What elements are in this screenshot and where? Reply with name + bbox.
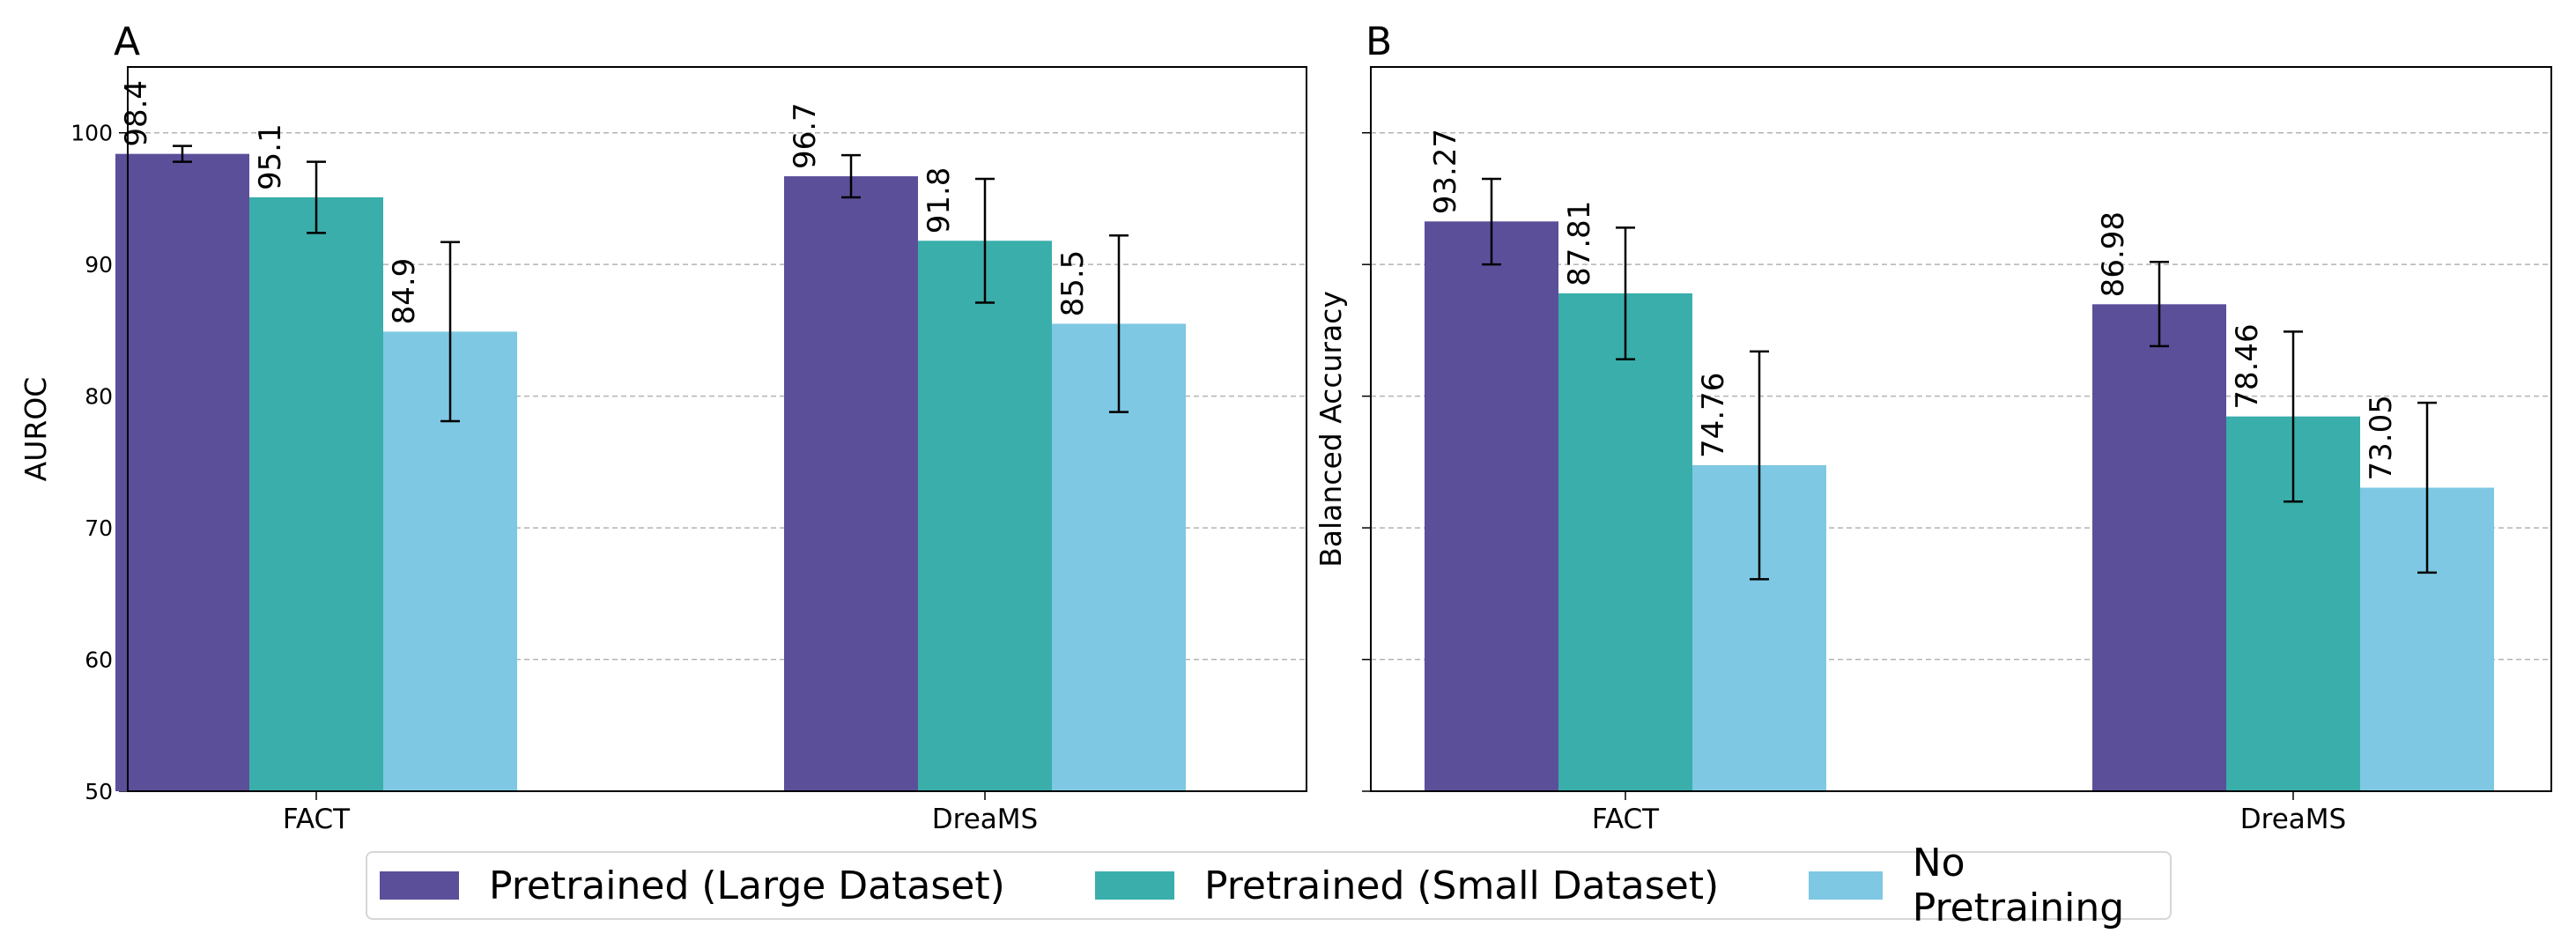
legend-label-large: Pretrained (Large Dataset) bbox=[489, 863, 1005, 908]
x-tick-label: DreaMS bbox=[2240, 804, 2346, 835]
legend-item-none: No Pretraining bbox=[1809, 841, 2170, 930]
bar-value-label: 73.05 bbox=[2364, 395, 2399, 480]
bar-value-label: 74.76 bbox=[1696, 373, 1731, 458]
legend-swatch-large bbox=[380, 871, 459, 900]
bar bbox=[115, 153, 249, 791]
legend-label-none: No Pretraining bbox=[1912, 841, 2125, 930]
bar-value-label: 87.81 bbox=[1562, 201, 1597, 286]
bar bbox=[918, 241, 1052, 791]
bar-value-label: 85.5 bbox=[1055, 250, 1091, 317]
y-axis-label: AUROC bbox=[19, 377, 53, 482]
x-tick-label: FACT bbox=[1592, 804, 1660, 835]
bar bbox=[784, 176, 918, 792]
bar bbox=[249, 196, 383, 791]
axes-frame bbox=[1370, 66, 2552, 792]
y-tick-label: 70 bbox=[85, 515, 113, 541]
bar-value-label: 96.7 bbox=[788, 102, 823, 169]
y-tick-label: 60 bbox=[85, 648, 113, 673]
bar bbox=[1425, 221, 1558, 791]
y-tick-label: 100 bbox=[70, 121, 113, 146]
y-tick-label: 80 bbox=[85, 384, 113, 410]
x-tick-label: FACT bbox=[283, 804, 351, 835]
bar-value-label: 84.9 bbox=[387, 258, 422, 325]
bar-value-label: 78.46 bbox=[2230, 323, 2265, 409]
bar-value-label: 91.8 bbox=[922, 167, 957, 234]
bar-value-label: 93.27 bbox=[1428, 129, 1463, 214]
legend-swatch-small bbox=[1095, 871, 1174, 900]
x-tick-label: DreaMS bbox=[932, 804, 1038, 835]
bar bbox=[2092, 304, 2226, 791]
y-tick-label: 90 bbox=[85, 252, 113, 278]
axes-frame bbox=[127, 66, 1307, 792]
bar-value-label: 86.98 bbox=[2096, 211, 2131, 297]
legend-swatch-none bbox=[1809, 871, 1883, 900]
panel-label: B bbox=[1366, 19, 1392, 64]
y-axis-label: Balanced Accuracy bbox=[1314, 291, 1348, 567]
legend-item-large: Pretrained (Large Dataset) bbox=[380, 853, 1005, 918]
legend-label-small: Pretrained (Small Dataset) bbox=[1204, 863, 1720, 908]
bar bbox=[1558, 293, 1692, 791]
panel-label: A bbox=[114, 19, 140, 64]
bar-value-label: 95.1 bbox=[253, 123, 288, 190]
legend-item-small: Pretrained (Small Dataset) bbox=[1095, 853, 1719, 918]
bar-value-label: 98.4 bbox=[119, 80, 154, 147]
y-tick-label: 50 bbox=[85, 779, 113, 804]
legend: Pretrained (Large Dataset) Pretrained (S… bbox=[366, 841, 2172, 930]
